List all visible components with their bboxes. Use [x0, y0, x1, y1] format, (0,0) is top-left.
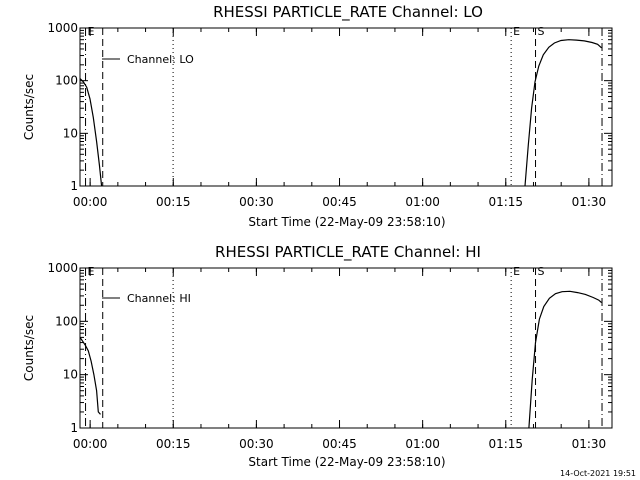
x-tick-label: 00:00	[73, 437, 108, 451]
legend-label: Channel: HI	[127, 292, 191, 305]
y-tick-label: 100	[55, 314, 78, 328]
chart-panel-hi: RHESSI PARTICLE_RATE Channel: HI 1101001…	[22, 243, 613, 469]
panel-plot-area: 1 10 100 1000 00:00 00:15 00:30 00:45 01:00 01:15…	[47, 21, 613, 209]
y-tick-label: 1000	[47, 261, 78, 275]
x-tick-label: 00:45	[322, 195, 357, 209]
y-axis-label: Counts/sec	[22, 315, 36, 381]
x-tick-label: 00:30	[239, 195, 274, 209]
x-tick-label: 01:15	[488, 195, 523, 209]
legend-label: Channel: LO	[127, 53, 194, 66]
x-tick-label: 01:30	[572, 437, 607, 451]
series-line	[79, 337, 101, 415]
panel-plot-area: 1 10 100 1000 00:00 00:15 00:30 00:45 01:00 01:15…	[47, 261, 613, 451]
series-line	[79, 78, 103, 187]
y-tick-label: 1	[70, 421, 78, 435]
event-marker-label: E	[88, 25, 95, 38]
y-tick-label: 1000	[47, 21, 78, 35]
x-tick-label: 00:15	[156, 437, 191, 451]
event-marker-label: S	[538, 265, 545, 278]
event-marker-label: E	[88, 265, 95, 278]
y-tick-label: 10	[63, 126, 78, 140]
x-tick-label: 00:30	[239, 437, 274, 451]
y-tick-label: 10	[63, 368, 78, 382]
x-tick-label: 01:00	[405, 437, 440, 451]
y-tick-label: 1	[70, 179, 78, 193]
y-axis-label: Counts/sec	[22, 74, 36, 140]
event-marker-label: E	[513, 25, 520, 38]
footer-timestamp: 14-Oct-2021 19:51	[560, 469, 636, 478]
x-tick-label: 00:15	[156, 195, 191, 209]
x-axis-label: Start Time (22-May-09 23:58:10)	[248, 455, 445, 469]
x-tick-label: 01:15	[488, 437, 523, 451]
event-marker-label: S	[538, 25, 545, 38]
x-tick-label: 01:30	[572, 195, 607, 209]
chart-title: RHESSI PARTICLE_RATE Channel: LO	[213, 3, 483, 22]
plot-frame	[79, 267, 613, 429]
x-tick-label: 01:00	[405, 195, 440, 209]
plot-frame	[79, 27, 613, 187]
y-tick-label: 100	[55, 74, 78, 88]
x-tick-label: 00:45	[322, 437, 357, 451]
x-axis-label: Start Time (22-May-09 23:58:10)	[248, 215, 445, 229]
series-line	[524, 39, 602, 187]
chart-panel-lo: RHESSI PARTICLE_RATE Channel: LO 1101001…	[22, 3, 613, 229]
event-marker-label: E	[513, 265, 520, 278]
x-tick-label: 00:00	[73, 195, 108, 209]
chart-title: RHESSI PARTICLE_RATE Channel: HI	[215, 243, 481, 262]
series-line	[528, 290, 602, 429]
